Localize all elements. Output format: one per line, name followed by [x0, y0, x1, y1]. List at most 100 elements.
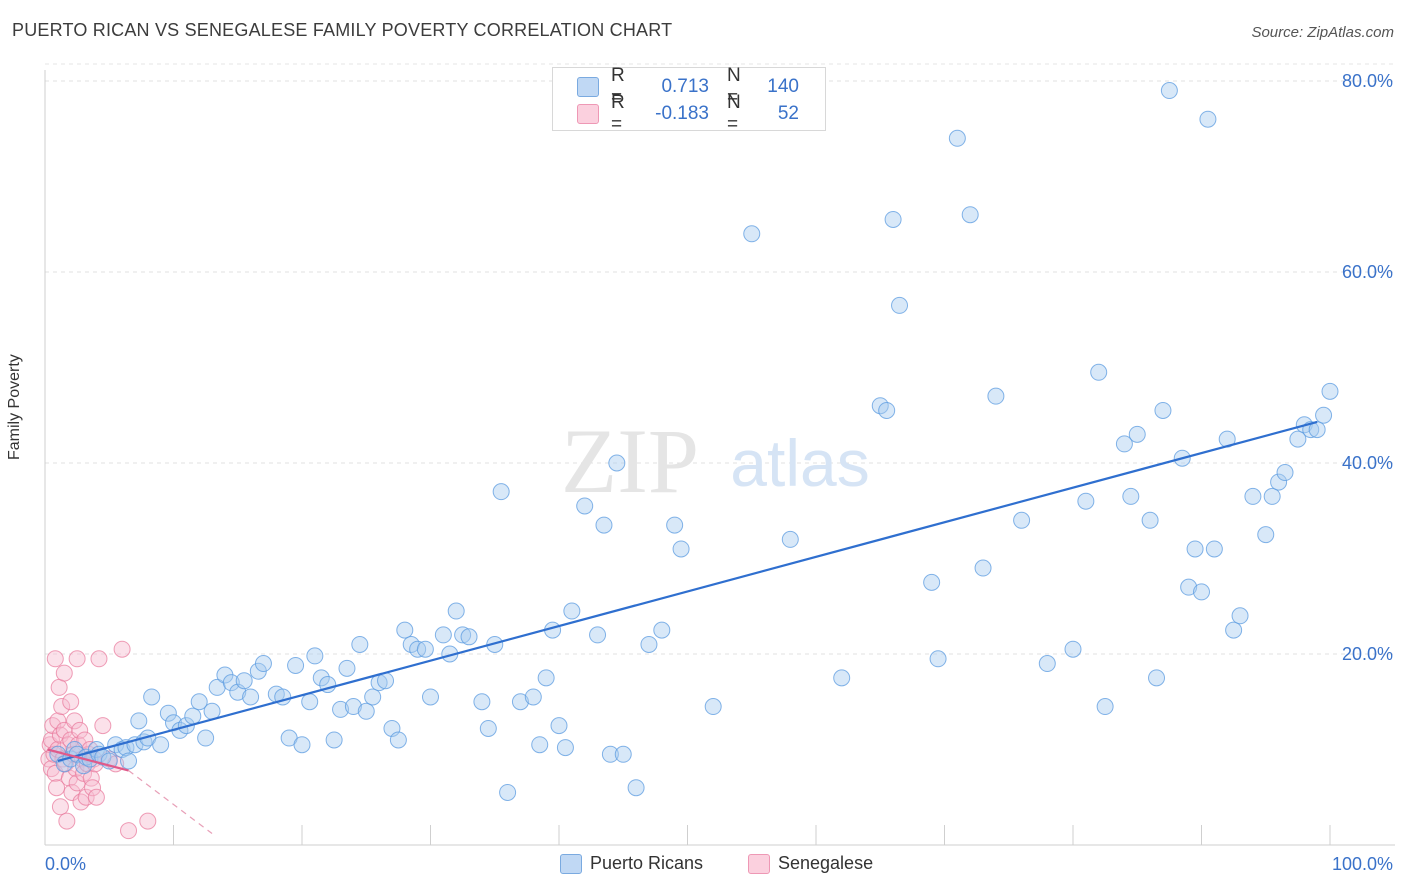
bottom-legend-label: Puerto Ricans	[590, 853, 704, 873]
puerto-rican-point	[1315, 406, 1333, 424]
puerto-rican-point	[1077, 492, 1095, 510]
bottom-legend-puerto-ricans: Puerto Ricans	[560, 852, 730, 876]
chart-title: PUERTO RICAN VS SENEGALESE FAMILY POVERT…	[12, 20, 673, 40]
puerto-rican-point	[434, 626, 452, 644]
puerto-rican-point	[1308, 421, 1326, 439]
puerto-rican-point	[1148, 669, 1166, 687]
puerto-rican-point	[1115, 435, 1133, 453]
senegalese-trend-line	[47, 748, 129, 772]
legend-swatch-pink	[577, 104, 599, 124]
puerto-rican-point	[190, 693, 208, 711]
puerto-rican-point	[301, 693, 319, 711]
puerto-rican-point	[672, 540, 690, 558]
puerto-rican-point	[447, 602, 465, 620]
puerto-rican-point	[492, 483, 510, 501]
puerto-rican-point	[1186, 540, 1204, 558]
puerto-rican-point	[1205, 540, 1223, 558]
puerto-rican-point	[948, 129, 966, 147]
puerto-rican-point	[1090, 363, 1108, 381]
puerto-rican-point	[338, 659, 356, 677]
senegalese-point	[77, 788, 95, 806]
senegalese-point	[49, 712, 67, 730]
source-label: Source: ZipAtlas.com	[1251, 24, 1394, 41]
senegalese-point	[68, 650, 86, 668]
puerto-rican-point	[1180, 578, 1198, 596]
senegalese-point	[40, 750, 58, 768]
puerto-rican-point	[614, 745, 632, 763]
puerto-rican-point	[891, 296, 909, 314]
puerto-rican-point	[422, 688, 439, 706]
puerto-rican-point	[640, 635, 658, 653]
puerto-rican-point	[287, 656, 305, 674]
legend-n-label: N =	[727, 92, 741, 135]
x-tick-label: 100.0%	[1332, 854, 1393, 874]
legend-r-label: R =	[611, 65, 625, 108]
puerto-rican-point	[1257, 526, 1275, 544]
senegalese-point	[120, 822, 138, 840]
bottom-legend-label: Senegalese	[778, 853, 874, 873]
stats-legend: R = 0.713 N = 140 R = -0.183 N = 52	[552, 65, 826, 135]
puerto-rican-point	[130, 712, 148, 730]
puerto-rican-point	[332, 700, 350, 718]
puerto-rican-trend-line	[57, 420, 1318, 763]
senegalese-point	[94, 717, 112, 735]
legend-swatch-blue	[577, 77, 599, 97]
puerto-rican-point	[929, 650, 947, 668]
puerto-rican-point	[312, 669, 330, 687]
watermark-zip: ZIP	[561, 410, 699, 512]
puerto-rican-point	[1244, 487, 1262, 505]
puerto-rican-point	[653, 621, 671, 639]
puerto-rican-point	[608, 454, 626, 472]
puerto-rican-point	[1289, 430, 1307, 448]
legend-r-value: -0.183	[655, 103, 709, 124]
puerto-rican-point	[556, 739, 574, 757]
legend-n-value: 140	[767, 76, 799, 97]
y-tick-label: 80.0%	[1342, 71, 1393, 91]
puerto-rican-point	[344, 698, 362, 716]
puerto-rican-point	[563, 602, 581, 620]
senegalese-point	[42, 731, 60, 749]
puerto-rican-point	[743, 225, 761, 243]
puerto-rican-point	[159, 704, 177, 722]
senegalese-point	[53, 698, 71, 716]
senegalese-point	[51, 798, 69, 816]
puerto-rican-point	[1154, 401, 1172, 419]
senegalese-point	[62, 693, 80, 711]
puerto-rican-point	[357, 702, 375, 720]
puerto-rican-point	[595, 516, 613, 534]
puerto-rican-point	[1263, 487, 1281, 505]
puerto-rican-point	[222, 674, 240, 692]
puerto-rican-point	[589, 626, 607, 644]
puerto-rican-point	[781, 530, 799, 548]
senegalese-point	[55, 664, 73, 682]
puerto-rican-point	[1231, 607, 1249, 625]
y-tick-label: 60.0%	[1342, 262, 1393, 282]
puerto-rican-point	[511, 693, 529, 711]
puerto-rican-point	[152, 736, 170, 754]
senegalese-point	[66, 712, 84, 730]
senegalese-point	[84, 779, 102, 797]
puerto-rican-point	[1128, 425, 1146, 443]
watermark-atlas: atlas	[730, 426, 869, 500]
y-axis-label: Family Poverty	[6, 354, 23, 460]
senegalese-point	[87, 788, 105, 806]
axes	[44, 70, 1395, 846]
tick-labels: 20.0% 40.0% 60.0% 80.0% 0.0% 100.0%	[45, 71, 1393, 874]
puerto-rican-point	[1270, 473, 1288, 491]
x-tick-label: 0.0%	[45, 854, 86, 874]
puerto-rican-point	[389, 731, 407, 749]
puerto-rican-point	[550, 717, 568, 735]
trend-lines	[47, 420, 1318, 835]
senegalese-point	[113, 640, 131, 658]
puerto-rican-point	[235, 672, 253, 690]
puerto-rican-point	[833, 669, 851, 687]
puerto-rican-point	[531, 736, 549, 754]
puerto-rican-point	[197, 729, 215, 747]
legend-n-value: 52	[777, 103, 799, 124]
senegalese-point	[58, 812, 76, 830]
puerto-rican-point	[479, 719, 497, 737]
bottom-legend-senegalese: Senegalese	[748, 852, 898, 876]
puerto-rican-point	[987, 387, 1005, 405]
puerto-rican-point	[884, 210, 902, 228]
